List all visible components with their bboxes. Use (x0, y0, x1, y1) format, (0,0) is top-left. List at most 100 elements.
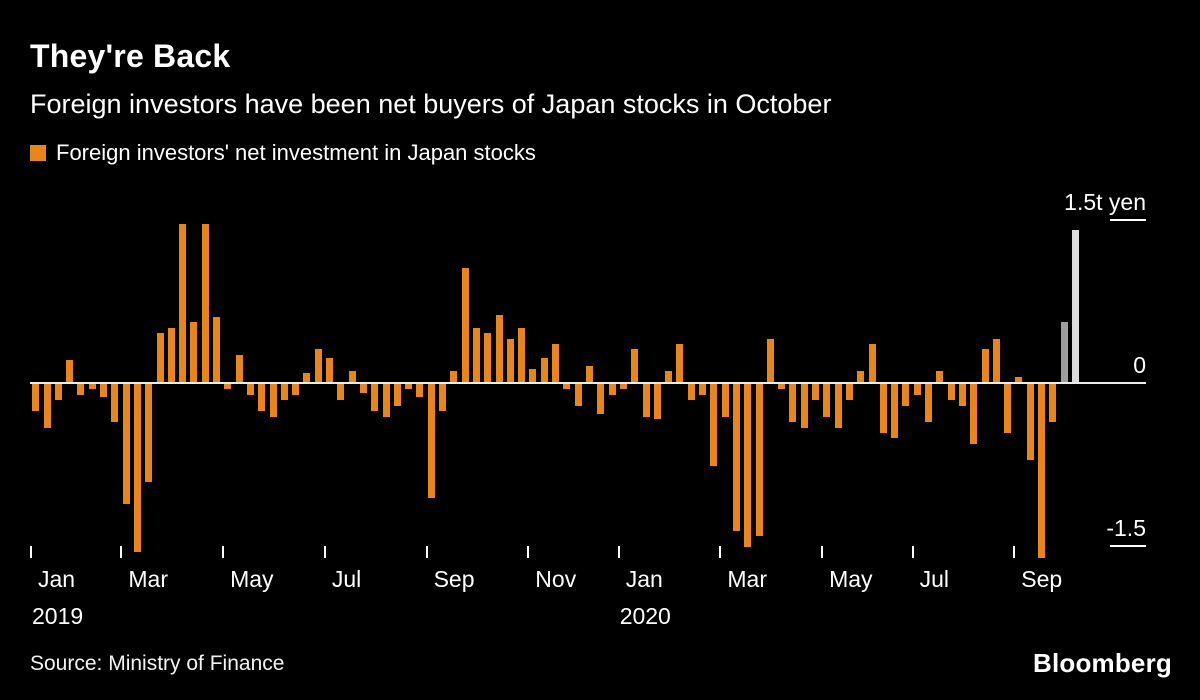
bar (834, 384, 842, 428)
bar (427, 384, 435, 499)
bar (845, 384, 853, 401)
legend: Foreign investors' net investment in Jap… (30, 140, 1170, 166)
bar (224, 384, 232, 390)
bar (552, 344, 559, 382)
bar (710, 384, 718, 466)
bar (439, 384, 446, 412)
bar (506, 338, 514, 382)
x-axis-label: Jul (919, 566, 949, 592)
x-axis-label: May (230, 566, 274, 592)
bar (574, 384, 582, 406)
bar (32, 384, 40, 412)
legend-swatch-icon (30, 145, 46, 161)
x-axis-tick (30, 546, 32, 558)
bar (902, 384, 910, 406)
x-axis-label: Jul (331, 566, 362, 592)
bar (800, 384, 808, 428)
bar (665, 371, 673, 382)
bar (405, 384, 413, 390)
bar (66, 360, 74, 382)
bar (213, 316, 220, 382)
x-axis-tick (719, 546, 722, 558)
x-axis-label: Jan (625, 566, 663, 592)
bar (145, 384, 153, 482)
bar (619, 384, 627, 390)
bar (981, 349, 989, 382)
bar (450, 371, 458, 382)
bar (133, 384, 141, 553)
bar (292, 384, 300, 395)
bar (766, 338, 774, 382)
bar (156, 333, 164, 382)
bar (913, 384, 921, 395)
legend-label: Foreign investors' net investment in Jap… (56, 140, 536, 165)
chart-title: They're Back (30, 38, 231, 74)
bar (371, 384, 379, 412)
x-axis-label: Mar (128, 566, 169, 592)
bar (529, 369, 537, 382)
bar (1049, 384, 1057, 422)
x-axis-label: Jan (38, 566, 76, 592)
bar (970, 384, 978, 444)
bar (642, 384, 650, 417)
bar (653, 384, 661, 419)
bar (563, 384, 571, 390)
bar (958, 384, 966, 406)
bar (190, 322, 198, 382)
bar (518, 327, 526, 382)
bar (744, 384, 752, 547)
bar (326, 358, 333, 382)
zero-axis-line (30, 382, 1146, 384)
bar (88, 384, 96, 390)
bar (1071, 229, 1079, 382)
bar (891, 384, 899, 439)
chart-subtitle: Foreign investors have been net buyers o… (30, 89, 832, 119)
bar (947, 384, 955, 401)
x-axis-tick (222, 546, 225, 558)
bar (1015, 376, 1023, 382)
bar (337, 384, 345, 401)
x-axis-tick (617, 546, 620, 558)
bar (1004, 384, 1012, 433)
bar (812, 384, 819, 401)
x-axis-tick (1013, 546, 1016, 558)
bar (1060, 322, 1068, 382)
bar (280, 384, 288, 401)
x-axis-tick (323, 546, 326, 558)
bar (416, 384, 424, 397)
x-axis-label: Nov (535, 566, 577, 592)
bar (823, 384, 831, 417)
bar (167, 327, 175, 382)
bar (879, 384, 887, 433)
x-axis-year-label: 2020 (619, 603, 671, 629)
bar (235, 354, 243, 382)
bar (597, 384, 605, 415)
bar (936, 371, 944, 382)
bar (461, 267, 469, 382)
bar (540, 358, 548, 382)
y-axis-tick (1110, 218, 1146, 221)
bar (54, 384, 62, 401)
x-axis-tick (527, 546, 530, 558)
bar (359, 384, 367, 393)
y-axis-label: 1.5t yen (1064, 189, 1146, 215)
bar (586, 365, 593, 382)
bar (1026, 384, 1034, 461)
x-axis-label: Sep (1021, 566, 1063, 592)
x-axis-year-label: 2019 (32, 603, 84, 629)
bar (122, 384, 130, 504)
bar (608, 384, 616, 395)
bar (100, 384, 107, 397)
x-axis-labels: Jan 2019 Mar May Jul Sep Nov Jan 2020 Mar May Jul Se… (30, 566, 1170, 638)
bar (382, 384, 390, 417)
bloomberg-logo: Bloomberg (1032, 648, 1172, 678)
bar (179, 224, 187, 382)
x-axis-label: May (829, 566, 873, 592)
x-axis-label: Sep (433, 566, 475, 592)
bar (868, 344, 876, 382)
bar-chart-plot-area: 1.5t yen 0 -1.5 (30, 189, 1146, 570)
bar (348, 371, 356, 382)
bar (778, 384, 786, 390)
y-axis-label: -1.5 (1106, 515, 1146, 541)
y-axis-label: 0 (1133, 352, 1146, 378)
